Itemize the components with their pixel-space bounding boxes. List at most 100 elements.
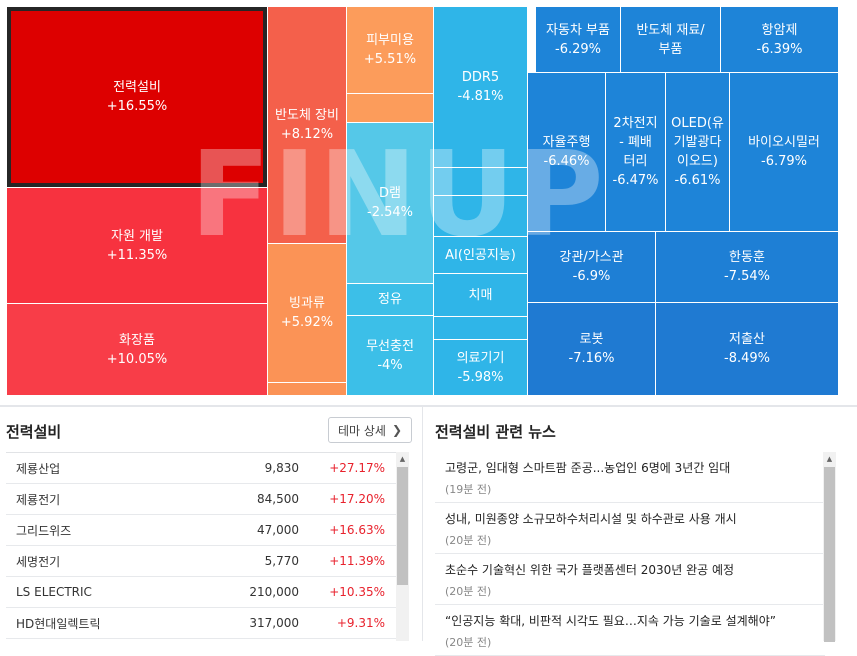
tile-change: -7.54% (724, 267, 770, 286)
stock-price: 47,000 (206, 523, 299, 537)
stock-price: 5,770 (206, 554, 299, 568)
tile-name: 바이오시밀러 (748, 133, 820, 152)
tile-name: 로봇 (580, 330, 604, 349)
tile-skin-care[interactable]: 피부미용+5.51% (347, 7, 433, 93)
stock-price: 9,830 (206, 461, 299, 475)
theme-treemap: 전력설비+16.55% 자원 개발+11.35% 화장품+10.05% 반도체 … (0, 0, 857, 405)
tile-name: 전력설비 (113, 78, 161, 97)
tile-steel-pipe[interactable]: 강관/가스관-6.9% (528, 232, 655, 302)
tile-name: 2차전지 - 폐배 터리 (613, 114, 657, 171)
tile-small-blue-1[interactable] (434, 168, 527, 195)
stock-name: 세명전기 (6, 553, 206, 570)
tile-small-blue-3[interactable] (434, 317, 527, 339)
stock-name: 제룡전기 (6, 491, 206, 508)
tile-small-orange[interactable] (268, 383, 346, 395)
theme-news-panel: 전력설비 관련 뉴스 고령군, 임대형 스마트팜 준공...농업인 6명에 3년… (425, 407, 857, 641)
stock-name: 제룡산업 (6, 460, 206, 477)
tile-name: 화장품 (119, 331, 155, 350)
stock-change: +27.17% (299, 461, 385, 475)
stock-change: +10.35% (299, 585, 385, 599)
tile-semiconductor-equipment[interactable]: 반도체 장비+8.12% (268, 7, 346, 243)
tile-dram[interactable]: D램-2.54% (347, 123, 433, 283)
tile-ice-cream[interactable]: 빙과류+5.92% (268, 244, 346, 382)
tile-change: -2.54% (367, 203, 413, 222)
tile-small-blue-2[interactable] (434, 196, 527, 236)
tile-battery-recycling[interactable]: 2차전지 - 폐배 터리-6.47% (606, 73, 665, 231)
tile-change: -6.46% (544, 152, 590, 171)
tile-resource-development[interactable]: 자원 개발+11.35% (7, 188, 267, 303)
tile-name: D램 (379, 184, 401, 203)
news-time: (20분 전) (445, 532, 825, 548)
tile-robot[interactable]: 로봇-7.16% (528, 303, 655, 395)
theme-detail-button[interactable]: 테마 상세 ❯ (328, 417, 412, 443)
tile-name: 한동훈 (729, 248, 765, 267)
tile-change: +5.92% (281, 313, 333, 332)
tile-wireless-charging[interactable]: 무선충전-4% (347, 316, 433, 395)
list-item[interactable]: 고령군, 임대형 스마트팜 준공...농업인 6명에 3년간 임대 (19분 전) (435, 452, 825, 503)
stock-price: 317,000 (206, 616, 299, 630)
news-headline[interactable]: “인공지능 확대, 비판적 시각도 필요…지속 가능 기술로 설계해야” (445, 612, 825, 629)
news-headline[interactable]: 고령군, 임대형 스마트팜 준공...농업인 6명에 3년간 임대 (445, 459, 825, 476)
tile-power-equipment[interactable]: 전력설비+16.55% (7, 7, 267, 187)
tile-change: -7.16% (569, 349, 615, 368)
tile-ddr5[interactable]: DDR5-4.81% (434, 7, 527, 167)
tile-cosmetics[interactable]: 화장품+10.05% (7, 304, 267, 395)
tile-name: 반도체 장비 (275, 106, 339, 125)
stock-change: +9.31% (299, 616, 385, 630)
tile-low-birthrate[interactable]: 저출산-8.49% (656, 303, 838, 395)
news-title: 전력설비 관련 뉴스 (435, 421, 556, 442)
tile-oled[interactable]: OLED(유 기발광다 이오드)-6.61% (666, 73, 729, 231)
panel-separator (422, 407, 423, 641)
stock-change: +11.39% (299, 554, 385, 568)
news-list-scrollbar[interactable]: ▲ (823, 452, 836, 641)
tile-change: -6.39% (757, 40, 803, 59)
tile-name: 자율주행 (543, 133, 591, 152)
tile-name: 자동차 부품 (546, 21, 610, 40)
theme-title: 전력설비 (6, 421, 61, 442)
tile-name: 빙과류 (289, 294, 325, 313)
tile-auto-parts[interactable]: 자동차 부품-6.29% (536, 7, 620, 72)
tile-medical-devices[interactable]: 의료기기-5.98% (434, 340, 527, 395)
tile-cancer-drugs[interactable]: 항암제-6.39% (721, 7, 838, 72)
tile-semiconductor-materials[interactable]: 반도체 재료/ 부품 (621, 7, 720, 72)
tile-small-orange-2[interactable] (347, 94, 433, 122)
stock-list-scrollbar[interactable]: ▲ (396, 452, 409, 641)
news-headline[interactable]: 성내, 미원종양 소규모하수처리시설 및 하수관로 사용 개시 (445, 510, 825, 527)
scroll-up-icon[interactable]: ▲ (396, 452, 409, 465)
news-headline[interactable]: 초순수 기술혁신 위한 국가 플랫폼센터 2030년 완공 예정 (445, 561, 825, 578)
news-time: (19분 전) (445, 481, 825, 497)
scroll-thumb[interactable] (397, 467, 408, 585)
tile-han-donghoon[interactable]: 한동훈-7.54% (656, 232, 838, 302)
tile-oil-refining[interactable]: 정유 (347, 284, 433, 315)
tile-biosimilar[interactable]: 바이오시밀러-6.79% (730, 73, 838, 231)
tile-change: -4% (377, 356, 402, 375)
list-item[interactable]: 성내, 미원종양 소규모하수처리시설 및 하수관로 사용 개시 (20분 전) (435, 503, 825, 554)
list-item[interactable]: 초순수 기술혁신 위한 국가 플랫폼센터 2030년 완공 예정(20분 전) (435, 554, 825, 605)
tile-autonomous-driving[interactable]: 자율주행-6.46% (528, 73, 605, 231)
stock-change: +16.63% (299, 523, 385, 537)
tile-name: OLED(유 기발광다 이오드) (671, 114, 724, 171)
tile-ai[interactable]: AI(인공지능) (434, 237, 527, 273)
list-item[interactable]: “인공지능 확대, 비판적 시각도 필요…지속 가능 기술로 설계해야”(20분… (435, 605, 825, 656)
tile-change: +5.51% (364, 50, 416, 69)
tile-change: -8.49% (724, 349, 770, 368)
tile-name: 반도체 재료/ 부품 (636, 21, 704, 59)
tile-name: 저출산 (729, 330, 765, 349)
stock-name: 그리드위즈 (6, 522, 206, 539)
tile-name: 의료기기 (457, 349, 505, 368)
tile-change: +10.05% (107, 350, 167, 369)
tile-dementia[interactable]: 치매 (434, 274, 527, 316)
scroll-up-icon[interactable]: ▲ (823, 452, 836, 465)
tile-name: 자원 개발 (111, 227, 163, 246)
tile-name: AI(인공지능) (445, 246, 516, 265)
chevron-right-icon: ❯ (392, 423, 402, 437)
scroll-thumb[interactable] (824, 467, 835, 642)
